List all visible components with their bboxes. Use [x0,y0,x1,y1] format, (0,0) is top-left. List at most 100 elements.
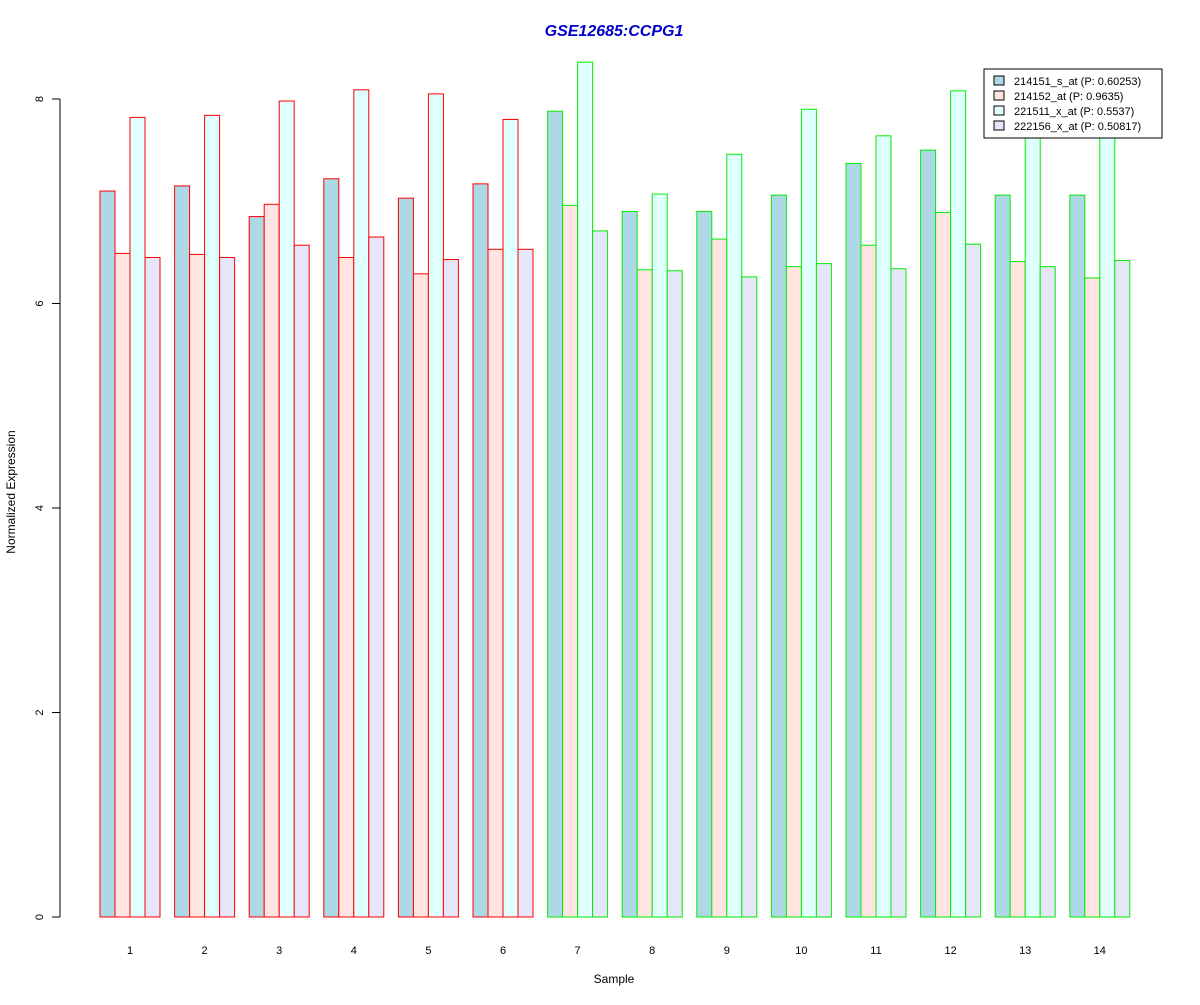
x-tick-label: 8 [649,945,655,957]
bar-group [248,100,310,918]
bar [950,90,967,918]
bar [219,256,236,918]
legend-label: 222156_x_at (P: 0.50817) [1014,121,1141,133]
bar [577,61,594,918]
bar [636,269,653,918]
bar [1024,133,1041,918]
x-tick-label: 4 [351,945,357,957]
legend-item: 221511_x_at (P: 0.5537) [993,105,1134,118]
x-axis-tick-labels: 1 2 3 4 5 6 7 8 9 10 11 12 13 14 [127,945,1106,957]
bar-group [920,90,982,918]
x-tick-label: 10 [795,945,807,957]
bar [248,216,265,918]
bar [278,100,295,918]
bar [293,244,310,918]
bar-group [174,114,236,918]
x-tick-label: 2 [202,945,208,957]
bar-group [770,108,832,918]
bar [920,149,937,918]
bar-group [621,193,683,918]
bar [1009,261,1026,918]
bar-group [472,118,534,918]
legend-label: 214151_s_at (P: 0.60253) [1014,76,1141,88]
bar [472,183,489,918]
x-tick-label: 13 [1019,945,1031,957]
bar [711,238,728,918]
bar-group [1069,133,1131,918]
y-tick-label: 6 [34,300,46,306]
y-tick-label: 0 [34,914,46,920]
bar [592,230,609,918]
bar [353,89,370,918]
bar [427,93,444,918]
x-axis-label: Sample [594,972,635,986]
y-tick-label: 4 [34,505,46,511]
chart-title: GSE12685:CCPG1 [545,23,684,40]
bar [815,263,832,918]
x-tick-label: 7 [575,945,581,957]
bar [965,243,982,918]
bar [696,210,713,918]
bar-group [696,153,758,918]
bars-group [99,61,1131,918]
bar-group [397,93,459,918]
legend-box [983,68,1163,139]
x-tick-label: 1 [127,945,133,957]
bar [651,193,668,918]
legend-swatch [993,75,1005,86]
bar [1069,194,1086,918]
bar [174,185,191,918]
bar [666,270,683,918]
legend-item: 214151_s_at (P: 0.60253) [993,75,1141,88]
bar [621,210,638,918]
bar [1114,260,1131,918]
bar [547,110,564,918]
y-axis: 0 2 4 6 8 [34,96,61,920]
bar [129,116,146,918]
bar [338,256,355,918]
bar [397,197,414,918]
bar [726,153,743,918]
bar-group [845,135,907,918]
bar [204,114,221,918]
y-tick-label: 2 [34,709,46,715]
bar [562,204,579,918]
bar [502,118,519,918]
bar-group [994,133,1056,918]
legend-swatch [993,105,1005,116]
bar [99,190,116,918]
legend-swatch [993,90,1005,101]
bar [263,203,280,918]
bar [800,108,817,918]
bar [189,253,206,918]
bar-group [99,116,161,918]
bar [442,259,459,918]
bar [412,273,429,918]
bar [785,266,802,918]
legend: 214151_s_at (P: 0.60253) 214152_at (P: 0.… [983,68,1163,139]
bar [875,135,892,918]
bar [1039,266,1056,918]
bar [860,244,877,918]
x-tick-label: 5 [425,945,431,957]
bar [144,256,161,918]
x-tick-label: 3 [276,945,282,957]
x-tick-label: 9 [724,945,730,957]
legend-item: 214152_at (P: 0.9635) [993,90,1123,103]
bar [114,252,131,918]
y-tick-label: 8 [34,96,46,102]
bar [368,236,385,918]
bar [935,211,952,918]
bar [770,194,787,918]
bar [1099,133,1116,918]
bar-group [323,89,385,918]
bar [487,248,504,918]
x-tick-label: 12 [944,945,956,957]
bar-group [547,61,609,918]
legend-label: 221511_x_at (P: 0.5537) [1014,106,1134,118]
bar [323,178,340,918]
x-tick-label: 6 [500,945,506,957]
bar [994,194,1011,918]
bar [1084,277,1101,918]
